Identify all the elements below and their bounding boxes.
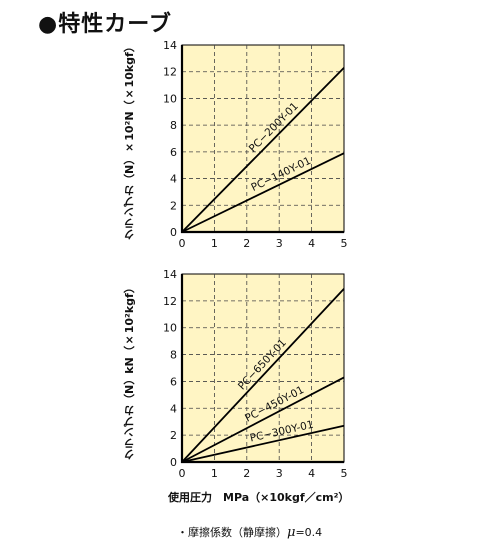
y-tick-label: 12 [163,66,177,79]
x-tick-label: 2 [243,237,250,250]
chart-2: 0 1 2 3 4 502468101214PC−650Y-01PC−450Y-01PC−… [163,268,348,480]
x-tick-label: 2 [243,467,250,480]
series-line [181,288,345,463]
y-tick-label: 8 [170,119,177,132]
y-tick-label: 10 [163,322,177,335]
plot-area [181,273,345,463]
y-tick-label: 6 [170,375,177,388]
x-tick-label: 0 [179,237,186,250]
x-tick-label: 1 [211,467,218,480]
x-tick-label: 3 [276,237,283,250]
footnote-value: =0.4 [295,526,323,539]
y-tick-label: 10 [163,92,177,105]
y-tick-label: 4 [170,402,177,415]
y-tick-label: 6 [170,146,177,159]
x-tick-label: 0 [179,467,186,480]
y-tick-label: 0 [170,226,177,239]
mu-symbol: μ [287,525,296,540]
x-tick-label: 5 [341,467,348,480]
y-tick-label: 14 [163,39,177,52]
series-line [181,152,345,233]
x-tick-label: 1 [211,237,218,250]
friction-footnote: ・摩擦係数（静摩擦）μ=0.4 [177,524,322,540]
y-tick-label: 2 [170,429,177,442]
x-tick-label: 4 [308,467,315,480]
y-tick-label: 4 [170,173,177,186]
y-tick-label: 0 [170,456,177,469]
x-tick-label: 5 [341,237,348,250]
x-tick-label: 3 [276,467,283,480]
series-line [181,424,345,463]
plot-area [181,44,345,233]
y-tick-label: 12 [163,295,177,308]
y-tick-label: 14 [163,268,177,281]
series-line [181,67,345,233]
x-tick-label: 4 [308,237,315,250]
y-tick-label: 8 [170,349,177,362]
y-tick-label: 2 [170,199,177,212]
series-line [181,376,345,463]
footnote-prefix: ・摩擦係数（静摩擦） [177,526,287,539]
chart2-xlabel: 使用圧力 MPa（×10kgf／cm²） [168,491,350,504]
page-title: ●特性カーブ [38,12,172,37]
